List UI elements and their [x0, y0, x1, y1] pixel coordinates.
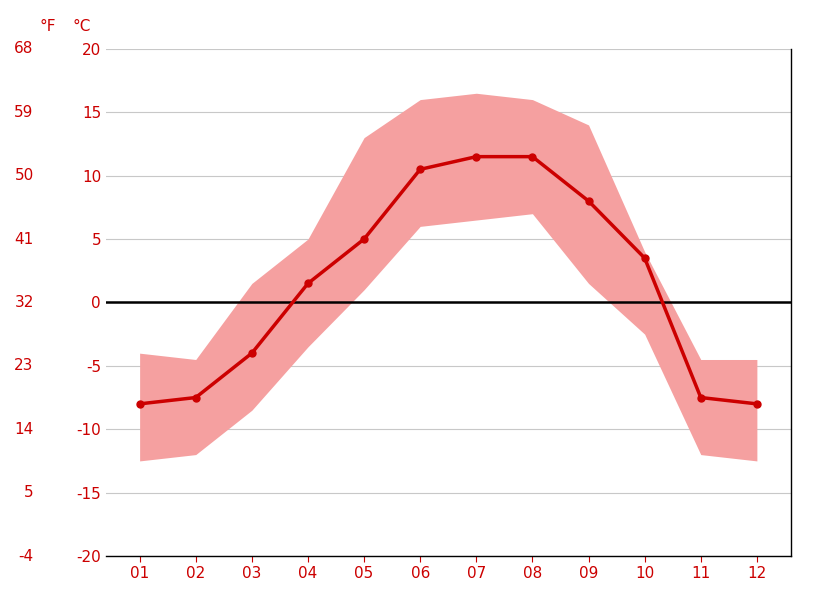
Text: 50: 50: [15, 168, 33, 183]
Text: °F: °F: [39, 19, 56, 34]
Text: °C: °C: [73, 19, 91, 34]
Text: 5: 5: [24, 485, 33, 500]
Text: 32: 32: [15, 295, 33, 310]
Text: 59: 59: [15, 104, 33, 120]
Text: 68: 68: [15, 42, 33, 56]
Text: 23: 23: [15, 358, 33, 373]
Text: -4: -4: [19, 549, 33, 563]
Text: 41: 41: [15, 232, 33, 247]
Text: 14: 14: [15, 422, 33, 437]
